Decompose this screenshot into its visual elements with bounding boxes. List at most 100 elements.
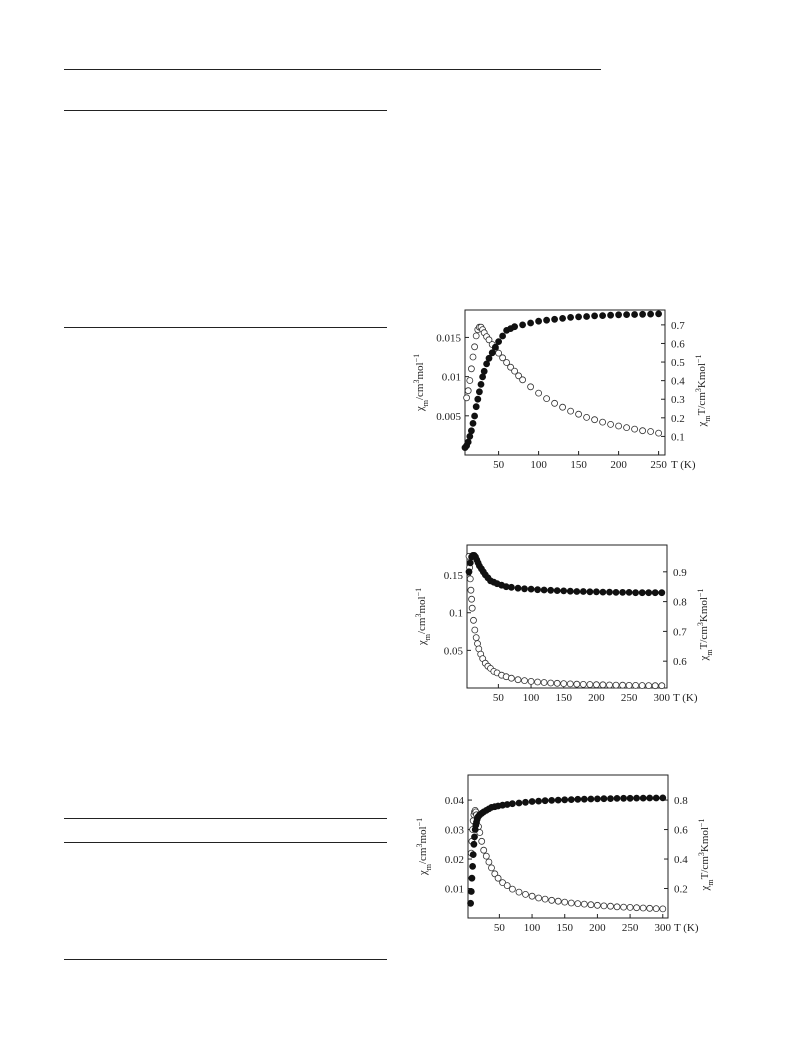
chi-t-point bbox=[465, 568, 473, 576]
susceptibility-chart-1: 50 100 150 200 250 T (K) 0.005 0.01 0.015 0.1 0.2 0… bbox=[412, 309, 712, 471]
chi-t-point bbox=[471, 412, 478, 420]
chi-point bbox=[652, 905, 660, 913]
chi-point bbox=[554, 897, 562, 905]
x-tick-label: 200 bbox=[588, 692, 605, 704]
chi-t-point bbox=[554, 796, 562, 804]
chi-t-point bbox=[471, 833, 478, 841]
chi-t-point bbox=[659, 794, 667, 802]
chi-point bbox=[471, 343, 478, 351]
chi-t-point bbox=[528, 798, 536, 805]
chi-point bbox=[645, 682, 653, 690]
chi-point bbox=[527, 383, 535, 391]
chi-point bbox=[655, 429, 663, 437]
chi-point bbox=[647, 428, 655, 435]
chi-t-point bbox=[509, 800, 516, 808]
chi-t-point bbox=[651, 589, 659, 597]
y-right-tick-label: 0.6 bbox=[671, 338, 685, 350]
chi-point bbox=[464, 387, 472, 395]
chi-point bbox=[511, 367, 518, 375]
x-tick-label: 50 bbox=[494, 922, 506, 934]
chi-point bbox=[471, 626, 479, 634]
chi-t-point bbox=[639, 310, 647, 318]
y-left-tick-label: 0.015 bbox=[436, 332, 461, 344]
y-left-tick-label: 0.1 bbox=[449, 608, 463, 620]
y-left-tick-label: 0.03 bbox=[445, 825, 465, 837]
table-rule-3 bbox=[64, 818, 387, 819]
chi-t-point bbox=[559, 314, 567, 322]
chi-point bbox=[607, 902, 614, 910]
chi-point bbox=[515, 888, 523, 896]
chi-t-point bbox=[600, 795, 608, 803]
x-tick-label: 100 bbox=[523, 692, 540, 704]
y-left-tick-label: 0.05 bbox=[444, 645, 464, 657]
chi-t-point bbox=[519, 321, 526, 329]
chi-t-point bbox=[514, 584, 522, 592]
y-right-tick-label: 0.7 bbox=[673, 626, 687, 638]
chi-t-point bbox=[573, 588, 581, 595]
chi-t-point bbox=[574, 795, 582, 803]
y-left-axis-label: χm/cm3mol−1 bbox=[412, 354, 430, 412]
chi-point bbox=[573, 680, 581, 688]
chi-point bbox=[632, 681, 640, 689]
y-right-tick-label: 0.2 bbox=[674, 884, 688, 896]
chi-t-point bbox=[543, 316, 551, 324]
chi-t-point bbox=[652, 794, 660, 802]
table-rule-1 bbox=[64, 110, 387, 111]
chi-point bbox=[658, 682, 666, 690]
y-right-tick-label: 0.3 bbox=[671, 394, 685, 406]
chi-point bbox=[612, 681, 620, 689]
chi-point bbox=[580, 900, 588, 908]
chi-t-point bbox=[645, 589, 653, 597]
chi-point bbox=[527, 677, 535, 685]
chi-point bbox=[519, 376, 526, 384]
chi-point bbox=[623, 424, 631, 432]
chi-point bbox=[508, 674, 515, 682]
chi-t-point bbox=[476, 388, 483, 396]
y-right-tick-label: 0.8 bbox=[673, 597, 687, 609]
x-tick-label: 300 bbox=[655, 922, 672, 934]
chi-t-point bbox=[468, 874, 476, 882]
chi-point bbox=[600, 902, 608, 910]
chi-t-point bbox=[623, 311, 631, 319]
chi-t-point bbox=[469, 851, 477, 858]
x-tick-label: 300 bbox=[654, 692, 671, 704]
top-rule bbox=[64, 69, 601, 70]
chi-point bbox=[480, 846, 488, 854]
x-axis-label: T (K) bbox=[674, 922, 699, 934]
chi-point bbox=[478, 837, 486, 845]
chi-t-point bbox=[534, 586, 542, 594]
chi-point bbox=[528, 892, 536, 900]
chi-point bbox=[560, 680, 568, 688]
y-left-axis-label: χm/cm3mol−1 bbox=[414, 588, 432, 646]
x-axis-label: T (K) bbox=[673, 692, 698, 704]
chi-point bbox=[639, 427, 647, 435]
plot-frame bbox=[464, 309, 666, 456]
chi-point bbox=[567, 407, 575, 415]
chi-t-point bbox=[639, 794, 647, 802]
chi-point bbox=[593, 901, 601, 909]
chi-t-point bbox=[658, 589, 666, 597]
chi-t-point bbox=[467, 888, 475, 895]
chi-t-point bbox=[527, 585, 535, 593]
chi-t-point bbox=[599, 588, 607, 596]
y-right-tick-label: 0.5 bbox=[671, 357, 685, 369]
chi-point bbox=[521, 677, 528, 685]
y-right-tick-label: 0.2 bbox=[671, 413, 685, 425]
chi-point bbox=[472, 332, 480, 340]
y-left-tick-label: 0.15 bbox=[444, 570, 464, 582]
chi-point bbox=[639, 904, 647, 912]
chi-t-point bbox=[587, 795, 595, 803]
table-rule-5 bbox=[64, 959, 387, 960]
chi-t-point bbox=[575, 313, 583, 321]
y-right-tick-label: 0.1 bbox=[671, 431, 685, 443]
x-tick-label: 150 bbox=[556, 922, 573, 934]
chi-t-point bbox=[508, 583, 515, 591]
chi-t-point bbox=[535, 797, 543, 805]
chi-t-point bbox=[488, 349, 496, 357]
chi-point bbox=[633, 904, 641, 912]
chi-point bbox=[607, 420, 615, 428]
chi-point bbox=[646, 904, 654, 912]
chi-t-point bbox=[470, 840, 478, 848]
chi-t-point bbox=[620, 794, 628, 802]
chi-t-point bbox=[655, 310, 663, 318]
